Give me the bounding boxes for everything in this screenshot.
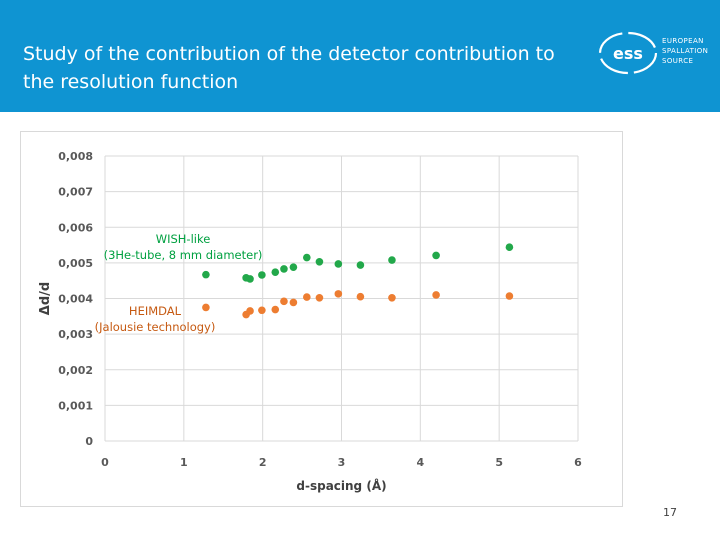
ess-logo-text: EUROPEAN SPALLATION SOURCE xyxy=(662,36,718,66)
data-point xyxy=(280,265,288,273)
y-tick-label: 0 xyxy=(85,435,93,448)
data-point xyxy=(202,270,210,279)
y-tick-label: 0,007 xyxy=(58,186,93,199)
annotation-label: WISH-like (3He-tube, 8 mm diameter) xyxy=(104,232,263,262)
data-point xyxy=(289,298,298,307)
y-tick-label: 0,001 xyxy=(58,399,93,412)
data-point xyxy=(388,293,396,302)
scatter-chart: 0 0,001 0,002 0,003 0,004 0,005 0,006 0,007 0,00… xyxy=(38,150,582,493)
x-tick-label: 6 xyxy=(574,456,582,469)
y-tick-label: 0,002 xyxy=(58,364,93,377)
data-point xyxy=(334,290,343,298)
logo-line: EUROPEAN xyxy=(662,37,704,45)
y-tick-labels: 0 0,001 0,002 0,003 0,004 0,005 0,006 0,007 0,00… xyxy=(58,150,93,448)
data-point xyxy=(505,243,514,251)
logo-line: SOURCE xyxy=(662,57,694,65)
data-point xyxy=(271,305,280,314)
y-tick-label: 0,008 xyxy=(58,150,93,163)
slide-header: Study of the contribution of the detecto… xyxy=(0,0,720,112)
series-heimdal xyxy=(202,290,514,319)
page-number: 17 xyxy=(663,506,677,519)
ess-logo-icon: ess xyxy=(598,31,658,75)
data-point xyxy=(303,293,311,301)
data-point xyxy=(258,306,266,315)
data-point xyxy=(334,260,343,268)
chart-frame: 0 0,001 0,002 0,003 0,004 0,005 0,006 0,007 0,00… xyxy=(20,131,623,507)
y-tick-label: 0,006 xyxy=(58,221,93,234)
x-tick-label: 3 xyxy=(338,456,346,469)
x-axis-label: d-spacing (Å) xyxy=(296,478,386,493)
ess-logo-mark: ess xyxy=(613,44,643,63)
series-wish-like xyxy=(202,243,514,283)
data-point xyxy=(271,268,280,276)
data-point xyxy=(356,261,365,269)
data-point xyxy=(303,253,311,262)
data-point xyxy=(202,303,210,312)
y-axis-label: Δd/d xyxy=(38,282,53,315)
data-point xyxy=(432,291,440,299)
x-tick-label: 1 xyxy=(180,456,188,469)
x-tick-label: 2 xyxy=(259,456,267,469)
data-point xyxy=(289,263,298,271)
data-point xyxy=(280,297,288,306)
logo-line: SPALLATION xyxy=(662,47,709,55)
x-tick-label: 0 xyxy=(101,456,109,469)
data-point xyxy=(315,258,324,266)
data-point xyxy=(432,251,440,260)
y-tick-label: 0,005 xyxy=(58,257,93,270)
x-tick-label: 5 xyxy=(495,456,503,469)
data-point xyxy=(315,293,324,302)
data-point xyxy=(356,292,365,301)
data-point xyxy=(388,256,396,264)
x-tick-labels: 0 1 2 3 4 5 6 xyxy=(101,456,582,469)
chart-grid xyxy=(104,155,579,442)
data-point xyxy=(258,271,266,279)
y-tick-label: 0,003 xyxy=(58,328,93,341)
data-point xyxy=(246,307,254,315)
data-point xyxy=(246,275,254,283)
x-tick-label: 4 xyxy=(417,456,425,469)
slide-title: Study of the contribution of the detecto… xyxy=(23,43,555,93)
annotation-label: HEIMDAL (Jalousie technology) xyxy=(95,304,216,334)
ess-logo: ess EUROPEAN SPALLATION SOURCE xyxy=(596,28,716,78)
y-tick-label: 0,004 xyxy=(58,293,93,306)
annotations: WISH-like (3He-tube, 8 mm diameter) HEIMDA… xyxy=(95,232,263,334)
data-points xyxy=(202,243,514,319)
data-point xyxy=(505,292,514,300)
